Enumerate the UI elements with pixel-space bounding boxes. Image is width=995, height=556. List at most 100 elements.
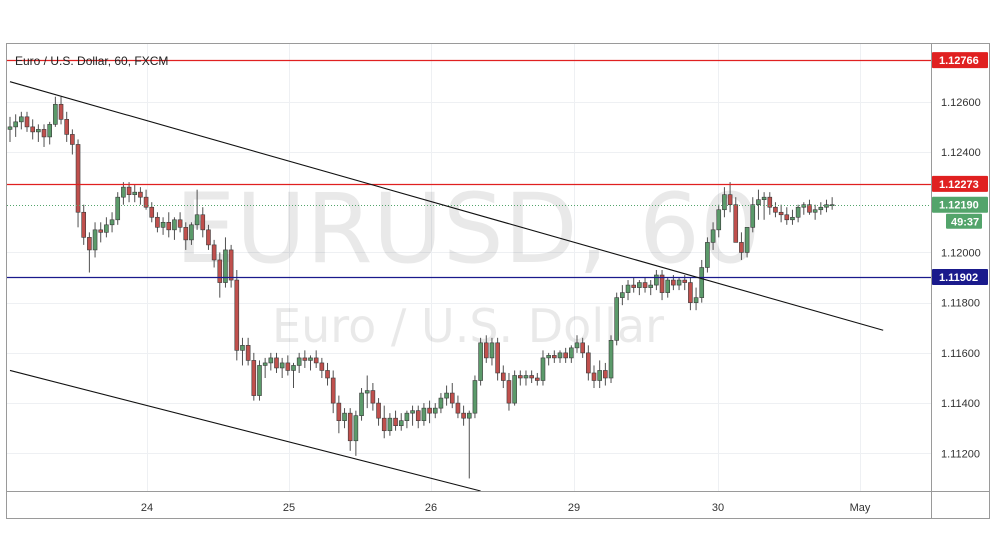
candle-down xyxy=(206,224,211,250)
candle-body xyxy=(466,412,472,419)
candle-body xyxy=(166,221,172,231)
candle-body xyxy=(512,375,517,404)
candle-body xyxy=(268,357,274,364)
candle-body xyxy=(319,362,325,371)
trend-line[interactable] xyxy=(9,81,884,331)
time-tick-label: 26 xyxy=(425,502,437,514)
candle-up xyxy=(121,182,126,205)
watermark-description: Euro / U.S. Dollar xyxy=(272,299,664,353)
candle-up xyxy=(472,375,478,419)
candle-body xyxy=(81,211,87,238)
candle-down xyxy=(143,189,149,210)
candle-down xyxy=(87,232,92,273)
candle-body xyxy=(302,357,308,361)
candle-body xyxy=(557,352,563,359)
candle-up xyxy=(693,287,699,311)
candle-down xyxy=(126,182,132,203)
candle-body xyxy=(421,407,427,421)
candle-body xyxy=(410,410,415,414)
candle-up xyxy=(189,222,194,245)
time-tick-label: 29 xyxy=(568,502,580,514)
chart-border xyxy=(6,43,990,519)
candle-body xyxy=(818,206,824,211)
candle-body xyxy=(665,279,671,293)
candle-up xyxy=(614,292,619,346)
candle-up xyxy=(540,350,546,386)
candle-body xyxy=(710,229,716,243)
candle-body xyxy=(461,412,466,419)
candle-body xyxy=(546,355,551,359)
candle-body xyxy=(228,249,234,281)
candle-body xyxy=(104,224,109,233)
candle-body xyxy=(64,119,69,135)
candle-body xyxy=(257,365,262,396)
candle-body xyxy=(279,362,285,369)
candle-up xyxy=(557,350,563,363)
candle-body xyxy=(795,206,801,218)
trend-line[interactable] xyxy=(9,369,481,492)
candle-body xyxy=(234,279,240,351)
candle-down xyxy=(427,400,432,424)
candle-up xyxy=(795,204,801,223)
candle-body xyxy=(189,224,194,241)
candle-down xyxy=(336,395,342,434)
candle-body xyxy=(19,116,24,123)
candle-body xyxy=(296,357,302,366)
candle-up xyxy=(404,410,410,429)
candle-up xyxy=(36,124,41,142)
axes xyxy=(7,44,989,518)
candle-body xyxy=(438,397,444,409)
candle-up xyxy=(223,237,228,288)
candle-down xyxy=(483,335,489,363)
candle-body xyxy=(291,365,296,371)
candle-down xyxy=(773,202,778,218)
candle-up xyxy=(818,202,824,215)
level-badge-bg xyxy=(932,269,988,286)
candle-down xyxy=(98,222,104,243)
candle-down xyxy=(274,352,279,373)
candle-body xyxy=(336,402,342,421)
candle-up xyxy=(569,345,574,363)
candle-down xyxy=(506,372,512,411)
candle-down xyxy=(75,139,81,228)
candle-body xyxy=(98,229,104,233)
candle-down xyxy=(376,398,381,426)
time-tick-label: 24 xyxy=(141,502,153,514)
candle-body xyxy=(160,221,166,228)
countdown-badge-bg xyxy=(946,213,982,229)
candle-up xyxy=(279,357,285,378)
candle-up xyxy=(722,187,727,218)
time-tick-label: 30 xyxy=(712,502,724,514)
candle-up xyxy=(676,277,682,291)
candle-body xyxy=(36,129,41,133)
price-tick-label: 1.12600 xyxy=(941,97,981,109)
candle-down xyxy=(535,372,540,386)
candle-up xyxy=(744,227,750,258)
axis-ticks: 1.11200 1.11400 1.11600 1.11800 1.12000 1.124… xyxy=(141,97,981,514)
candle-body xyxy=(784,214,790,221)
candle-body xyxy=(330,377,336,404)
candle-up xyxy=(172,217,177,240)
candle-up xyxy=(387,413,393,436)
candle-up xyxy=(710,222,716,250)
price-tick-label: 1.11400 xyxy=(941,398,980,410)
candle-body xyxy=(370,390,376,404)
candle-body xyxy=(58,103,64,120)
candles xyxy=(7,96,835,479)
candle-body xyxy=(625,284,631,293)
candle-body xyxy=(812,209,818,213)
candle-body xyxy=(87,237,92,251)
candle-body xyxy=(183,227,189,241)
candle-body xyxy=(654,274,659,286)
candle-down xyxy=(393,410,398,431)
grid-lines xyxy=(7,44,931,491)
candle-body xyxy=(359,392,364,416)
candle-body xyxy=(41,129,47,138)
candle-body xyxy=(172,219,177,231)
candle-body xyxy=(648,284,654,288)
candle-body xyxy=(535,377,540,381)
candle-body xyxy=(688,282,693,303)
candle-up xyxy=(240,337,245,366)
candle-body xyxy=(223,249,228,283)
